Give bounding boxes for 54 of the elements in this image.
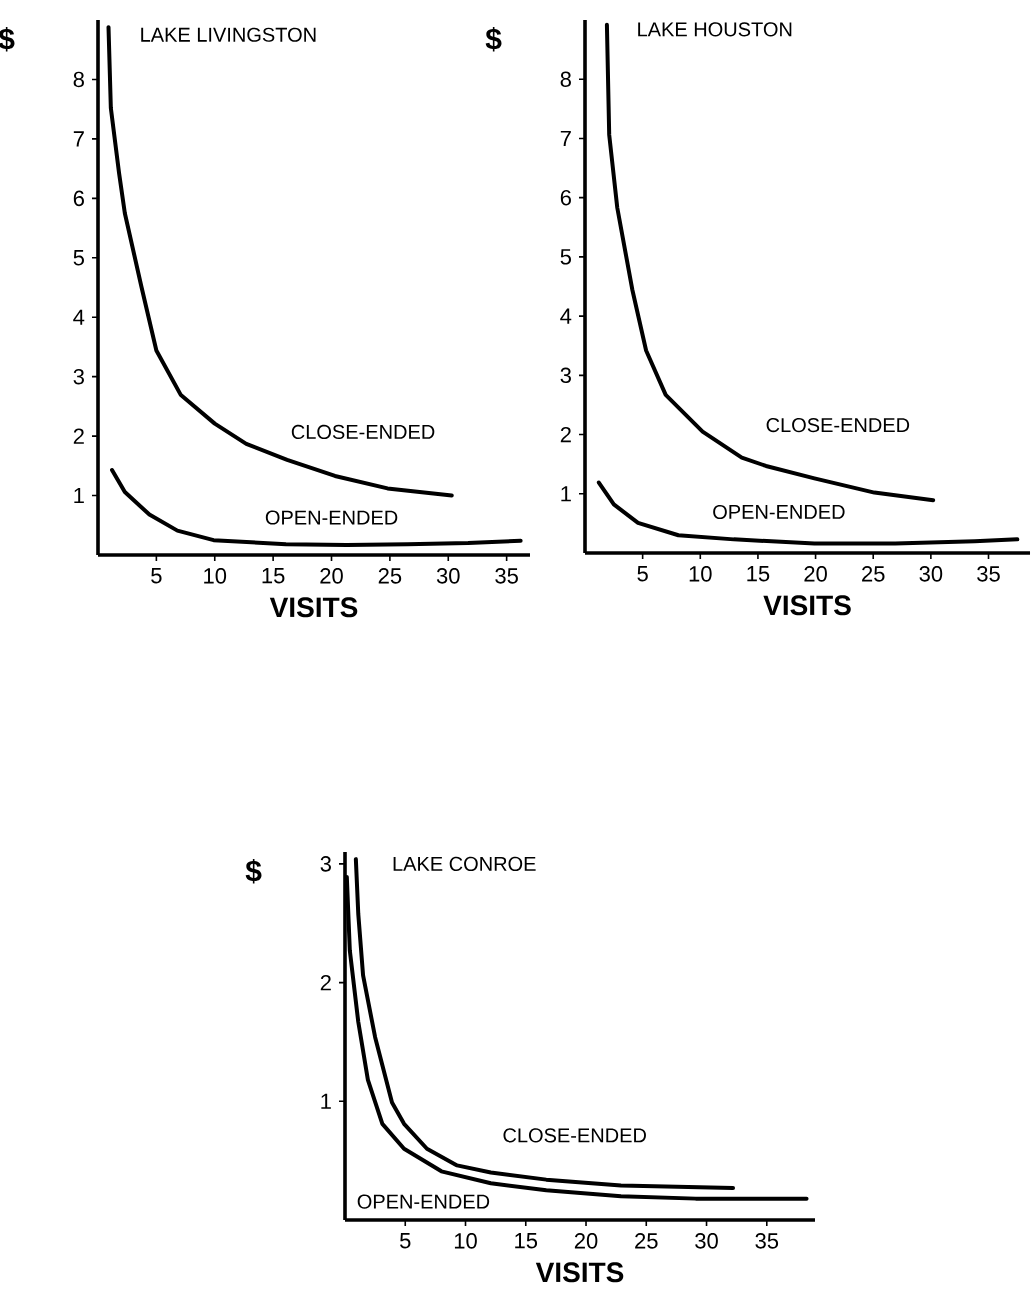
x-tick-label: 10 xyxy=(689,566,712,582)
x-tick-label: 25 xyxy=(862,566,885,582)
y-tick-label: 7 xyxy=(73,131,84,147)
x-tick-label: 5 xyxy=(637,566,648,582)
x-tick-label: 30 xyxy=(695,1233,718,1249)
series-label: OPEN-ENDED xyxy=(265,510,398,525)
series-label: CLOSE-ENDED xyxy=(291,424,435,440)
x-tick-label: 25 xyxy=(635,1233,658,1249)
x-tick-label: 10 xyxy=(454,1233,477,1249)
y-tick-label: 8 xyxy=(560,71,571,88)
x-tick-label: 35 xyxy=(495,568,518,584)
x-tick-label: 15 xyxy=(747,566,770,582)
y-tick-label: 7 xyxy=(560,130,571,147)
series-label: CLOSE-ENDED xyxy=(766,418,910,433)
y-tick-label: 5 xyxy=(73,250,84,266)
chart-title: LAKE HOUSTON xyxy=(638,22,792,37)
y-tick-label: 3 xyxy=(73,368,84,385)
x-tick-label: 5 xyxy=(151,568,162,584)
y-tick-label: 8 xyxy=(73,71,84,88)
x-tick-label: 30 xyxy=(919,566,943,582)
series-label: CLOSE-ENDED xyxy=(503,1128,646,1143)
x-tick-label: 35 xyxy=(755,1233,779,1249)
chart-title: LAKE LIVINGSTON xyxy=(141,27,316,42)
x-tick-label: 20 xyxy=(804,566,827,582)
x-tick-label: 15 xyxy=(262,568,285,584)
y-tick-label: 1 xyxy=(561,486,571,502)
y-tick-label: 6 xyxy=(560,189,571,206)
y-tick-label: 2 xyxy=(320,974,331,991)
x-tick-label: 25 xyxy=(378,568,402,584)
y-tick-label: 4 xyxy=(73,309,85,325)
series-label: OPEN-ENDED xyxy=(357,1194,490,1209)
series-label: OPEN-ENDED xyxy=(713,504,845,520)
x-tick-label: 35 xyxy=(977,566,1000,582)
x-tick-label: 20 xyxy=(574,1233,598,1249)
x-tick-label: 5 xyxy=(400,1233,411,1249)
x-tick-label: 15 xyxy=(515,1233,538,1249)
y-tick-label: 4 xyxy=(560,308,572,324)
x-tick-label: 30 xyxy=(436,568,460,584)
y-tick-label: 1 xyxy=(321,1093,331,1109)
x-axis-title: VISITS xyxy=(269,597,358,618)
y-axis-title: $ xyxy=(485,27,502,52)
x-tick-label: 10 xyxy=(204,568,227,584)
y-axis-title: $ xyxy=(245,859,262,884)
x-tick-label: 20 xyxy=(320,568,343,584)
x-axis-title: VISITS xyxy=(535,1262,624,1283)
chart-title: LAKE CONROE xyxy=(393,856,536,871)
y-tick-label: 1 xyxy=(74,488,84,504)
y-tick-label: 2 xyxy=(73,428,84,444)
y-tick-label: 3 xyxy=(320,856,331,872)
y-tick-label: 2 xyxy=(560,426,571,443)
y-tick-label: 6 xyxy=(73,190,84,207)
y-tick-label: 3 xyxy=(560,367,571,384)
y-tick-label: 5 xyxy=(560,249,571,265)
x-axis-title: VISITS xyxy=(763,595,851,616)
